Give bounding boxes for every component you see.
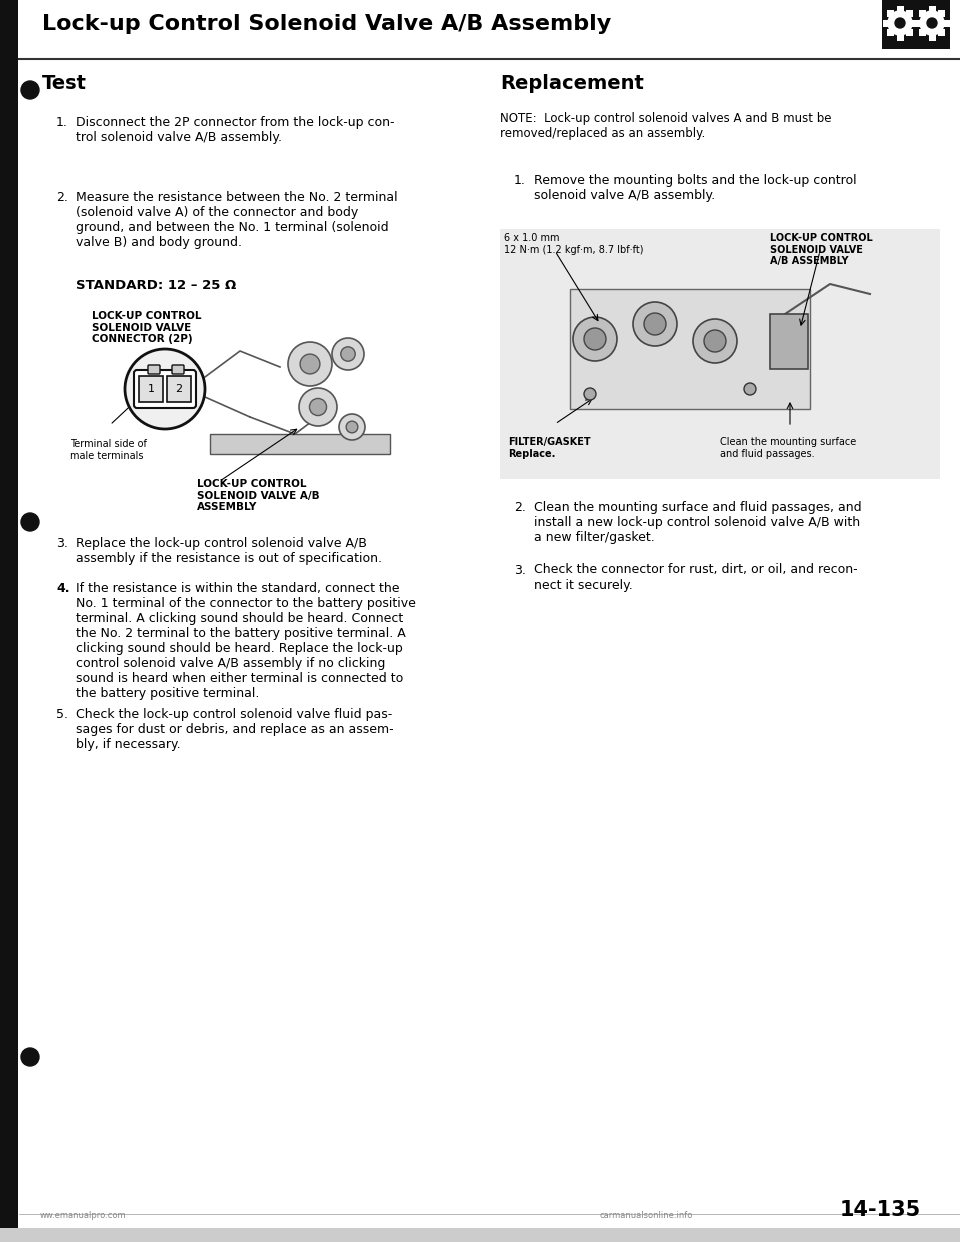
Bar [882, 0, 950, 48]
Bar [915, 20, 922, 26]
Circle shape [125, 349, 205, 428]
Text: Check the connector for rust, dirt, or oil, and recon-
nect it securely.: Check the connector for rust, dirt, or o… [534, 564, 857, 591]
Text: LOCK-UP CONTROL
SOLENOID VALVE
A/B ASSEMBLY: LOCK-UP CONTROL SOLENOID VALVE A/B ASSEM… [770, 233, 873, 266]
Text: 14-135: 14-135 [840, 1200, 922, 1220]
Text: Check the lock-up control solenoid valve fluid pas-
sages for dust or debris, an: Check the lock-up control solenoid valve… [76, 708, 394, 751]
Bar [210, 433, 390, 455]
Circle shape [299, 388, 337, 426]
Circle shape [300, 354, 320, 374]
Bar [882, 20, 890, 26]
Circle shape [693, 319, 737, 363]
Bar [0, 0, 18, 1242]
Circle shape [332, 338, 364, 370]
Bar [938, 10, 946, 16]
Text: carmanualsonline.info: carmanualsonline.info [600, 1211, 693, 1220]
Text: Clean the mounting surface
and fluid passages.: Clean the mounting surface and fluid pas… [720, 437, 856, 458]
Circle shape [573, 317, 617, 361]
Text: 3.: 3. [514, 564, 526, 576]
Circle shape [895, 17, 905, 29]
Text: ww.emanualpro.com: ww.emanualpro.com [40, 1211, 127, 1220]
Circle shape [927, 17, 937, 29]
Text: Clean the mounting surface and fluid passages, and
install a new lock-up control: Clean the mounting surface and fluid pas… [534, 501, 862, 544]
Text: 4.: 4. [56, 582, 69, 595]
Text: 1.: 1. [514, 174, 526, 188]
Circle shape [644, 313, 666, 335]
Bar [897, 5, 903, 12]
Bar [906, 10, 913, 16]
Circle shape [341, 347, 355, 361]
Bar [570, 289, 810, 409]
Text: 6 x 1.0 mm
12 N·m (1.2 kgf·m, 8.7 lbf·ft): 6 x 1.0 mm 12 N·m (1.2 kgf·m, 8.7 lbf·ft… [504, 233, 643, 255]
Circle shape [888, 11, 912, 35]
Circle shape [21, 513, 39, 532]
Text: Terminal side of
male terminals: Terminal side of male terminals [70, 438, 147, 461]
Circle shape [584, 328, 606, 350]
Text: Replace the lock-up control solenoid valve A/B
assembly if the resistance is out: Replace the lock-up control solenoid val… [76, 537, 382, 565]
Text: Remove the mounting bolts and the lock-up control
solenoid valve A/B assembly.: Remove the mounting bolts and the lock-u… [534, 174, 856, 202]
Text: STANDARD: 12 – 25 Ω: STANDARD: 12 – 25 Ω [76, 279, 236, 292]
Bar [919, 30, 925, 36]
Bar [897, 34, 903, 41]
Text: 1: 1 [148, 384, 155, 394]
FancyBboxPatch shape [148, 365, 160, 374]
Text: 2: 2 [176, 384, 182, 394]
Circle shape [347, 421, 358, 433]
Text: Measure the resistance between the No. 2 terminal
(solenoid valve A) of the conn: Measure the resistance between the No. 2… [76, 191, 397, 248]
Text: 2.: 2. [514, 501, 526, 514]
Circle shape [744, 383, 756, 395]
Circle shape [309, 399, 326, 416]
FancyBboxPatch shape [172, 365, 184, 374]
Bar [887, 10, 894, 16]
Bar [928, 5, 935, 12]
Circle shape [704, 330, 726, 351]
Bar [910, 20, 918, 26]
Text: Replacement: Replacement [500, 75, 644, 93]
Text: 1.: 1. [56, 116, 68, 129]
Circle shape [21, 1048, 39, 1066]
Bar [938, 30, 946, 36]
Circle shape [584, 388, 596, 400]
Text: If the resistance is within the standard, connect the
No. 1 terminal of the conn: If the resistance is within the standard… [76, 582, 416, 700]
Bar [943, 20, 949, 26]
Text: NOTE:  Lock-up control solenoid valves A and B must be
removed/replaced as an as: NOTE: Lock-up control solenoid valves A … [500, 112, 831, 140]
Circle shape [339, 414, 365, 440]
Circle shape [288, 342, 332, 386]
Text: Test: Test [42, 75, 87, 93]
Text: LOCK-UP CONTROL
SOLENOID VALVE A/B
ASSEMBLY: LOCK-UP CONTROL SOLENOID VALVE A/B ASSEM… [197, 479, 320, 512]
Bar [906, 30, 913, 36]
Bar [0, 1228, 960, 1242]
Text: Disconnect the 2P connector from the lock-up con-
trol solenoid valve A/B assemb: Disconnect the 2P connector from the loc… [76, 116, 395, 144]
Bar [139, 376, 163, 402]
Bar [919, 10, 925, 16]
Text: 2.: 2. [56, 191, 68, 204]
Bar [770, 314, 808, 369]
Circle shape [633, 302, 677, 347]
Bar [167, 376, 191, 402]
Text: 5.: 5. [56, 708, 68, 722]
Text: FILTER/GASKET
Replace.: FILTER/GASKET Replace. [508, 437, 590, 458]
Bar [887, 30, 894, 36]
Bar [928, 34, 935, 41]
Bar [500, 229, 940, 479]
Text: Lock-up Control Solenoid Valve A/B Assembly: Lock-up Control Solenoid Valve A/B Assem… [42, 14, 612, 34]
Circle shape [920, 11, 944, 35]
Text: LOCK-UP CONTROL
SOLENOID VALVE
CONNECTOR (2P): LOCK-UP CONTROL SOLENOID VALVE CONNECTOR… [92, 310, 202, 344]
Circle shape [21, 81, 39, 99]
FancyBboxPatch shape [134, 370, 196, 409]
Text: 3.: 3. [56, 537, 68, 550]
